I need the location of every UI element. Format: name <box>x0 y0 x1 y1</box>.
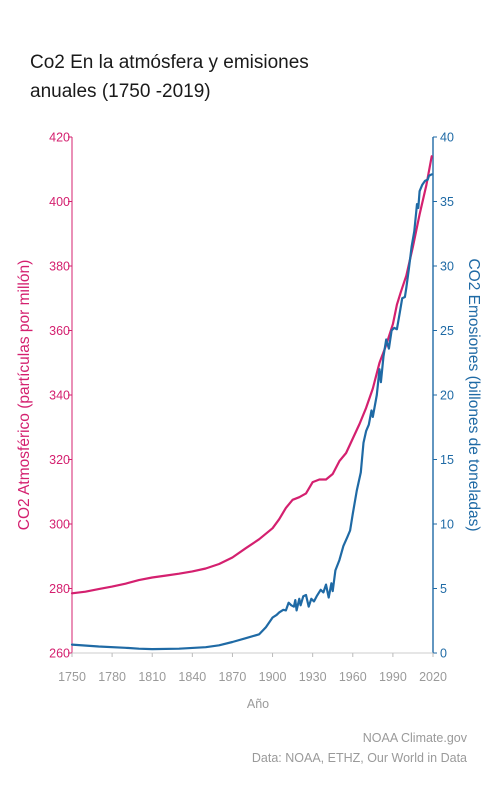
right-tick-label: 40 <box>440 131 454 145</box>
right-axis-title: CO2 Emosiones (billones de toneladas) <box>465 258 482 531</box>
footer-source: Data: NOAA, ETHZ, Our World in Data <box>251 751 467 765</box>
left-tick-label: 300 <box>49 518 70 532</box>
right-tick-label: 15 <box>440 453 454 467</box>
x-tick-label: 1870 <box>219 670 247 684</box>
chart-title: Co2 En la atmósfera y emisiones anuales … <box>30 48 450 106</box>
left-tick-label: 340 <box>49 389 70 403</box>
co2-emissions-line <box>70 173 433 651</box>
x-tick-label: 1840 <box>178 670 206 684</box>
left-tick-label: 420 <box>49 131 70 145</box>
right-tick-label: 0 <box>440 647 447 661</box>
left-tick-label: 280 <box>49 582 70 596</box>
x-tick-label: 1990 <box>379 670 407 684</box>
x-tick-label: 1900 <box>259 670 287 684</box>
chart-title-line2: anuales (1750 -2019) <box>30 81 211 102</box>
x-axis-title: Año <box>247 697 269 711</box>
left-axis-title: CO2 Atmosférico (partículas por millón) <box>16 260 33 530</box>
right-tick-label: 5 <box>440 582 447 596</box>
atmospheric-co2-line <box>70 155 433 595</box>
footer-credit: NOAA Climate.gov <box>362 731 467 745</box>
x-tick-label: 1750 <box>58 670 86 684</box>
x-tick-label: 2020 <box>419 670 447 684</box>
left-tick-label: 380 <box>49 260 70 274</box>
right-tick-label: 10 <box>440 518 454 532</box>
right-tick-label: 25 <box>440 324 454 338</box>
x-tick-label: 1810 <box>138 670 166 684</box>
chart-title-line1: Co2 En la atmósfera y emisiones <box>30 52 309 73</box>
x-tick-label: 1780 <box>98 670 126 684</box>
left-tick-label: 360 <box>49 324 70 338</box>
right-tick-label: 30 <box>440 260 454 274</box>
x-tick-label: 1960 <box>339 670 367 684</box>
x-tick-label: 1930 <box>299 670 327 684</box>
right-tick-label: 20 <box>440 389 454 403</box>
right-tick-label: 35 <box>440 195 454 209</box>
left-tick-label: 320 <box>49 453 70 467</box>
left-tick-label: 260 <box>49 647 70 661</box>
left-tick-label: 400 <box>49 195 70 209</box>
